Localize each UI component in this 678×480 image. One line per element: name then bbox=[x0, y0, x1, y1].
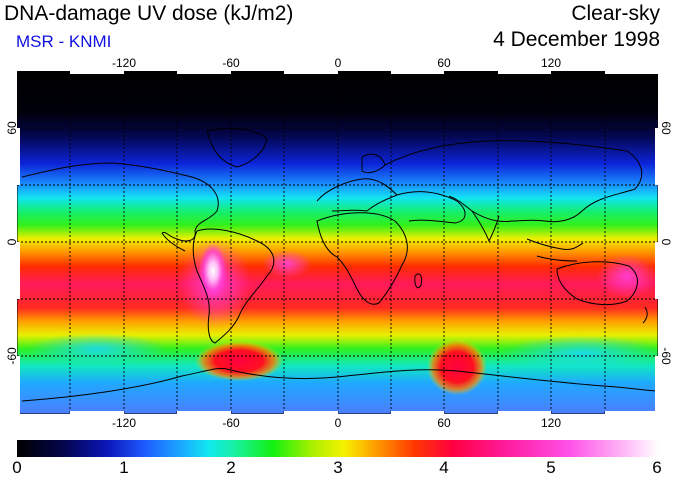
uv-hotspot-antarctic-east bbox=[427, 339, 487, 395]
colorbar-label: 5 bbox=[546, 458, 556, 477]
lon-label-bottom: 120 bbox=[540, 416, 562, 430]
lon-label-bottom: -60 bbox=[222, 416, 240, 430]
coastlines bbox=[21, 128, 658, 402]
map-title: DNA-damage UV dose (kJ/m2) bbox=[4, 2, 294, 25]
central-america bbox=[161, 232, 186, 252]
source-label: MSR - KNMI bbox=[16, 32, 112, 51]
uv-peak-andes bbox=[199, 243, 227, 299]
colorbar-label: 1 bbox=[119, 458, 129, 477]
uv-hotspot-australia bbox=[597, 254, 657, 298]
sky-condition-label: Clear-sky bbox=[571, 2, 660, 25]
lon-label-bottom: 0 bbox=[334, 416, 342, 430]
lon-label-top: 120 bbox=[540, 56, 562, 70]
lon-label-bottom: -120 bbox=[111, 416, 137, 430]
date-label: 4 December 1998 bbox=[493, 28, 660, 51]
lon-label-top: 60 bbox=[437, 56, 451, 70]
colorbar-label: 0 bbox=[12, 458, 22, 477]
uv-dose-colorbar bbox=[17, 440, 658, 457]
uv-dose-map bbox=[17, 71, 658, 414]
lon-label-top: -60 bbox=[222, 56, 240, 70]
lon-label-top: -120 bbox=[111, 56, 137, 70]
colorbar-label: 6 bbox=[652, 458, 662, 477]
uv-hotspot-antarctic-peninsula bbox=[195, 341, 283, 381]
graticule bbox=[17, 71, 658, 414]
lat-label-right: -60 bbox=[659, 347, 673, 365]
uv-hotspot-atlantic bbox=[262, 250, 312, 278]
lon-label-top: 0 bbox=[334, 56, 342, 70]
uv-band-southern-pacific bbox=[27, 333, 167, 365]
lat-label-right: 0 bbox=[659, 238, 673, 246]
lon-label-bottom: 60 bbox=[437, 416, 451, 430]
colorbar-label: 4 bbox=[439, 458, 449, 477]
colorbar-label: 3 bbox=[333, 458, 343, 477]
colorbar-label: 2 bbox=[226, 458, 236, 477]
map-frame bbox=[17, 71, 658, 414]
lat-label-right: 60 bbox=[659, 121, 673, 135]
uv-band-southern-indian bbox=[502, 335, 658, 371]
